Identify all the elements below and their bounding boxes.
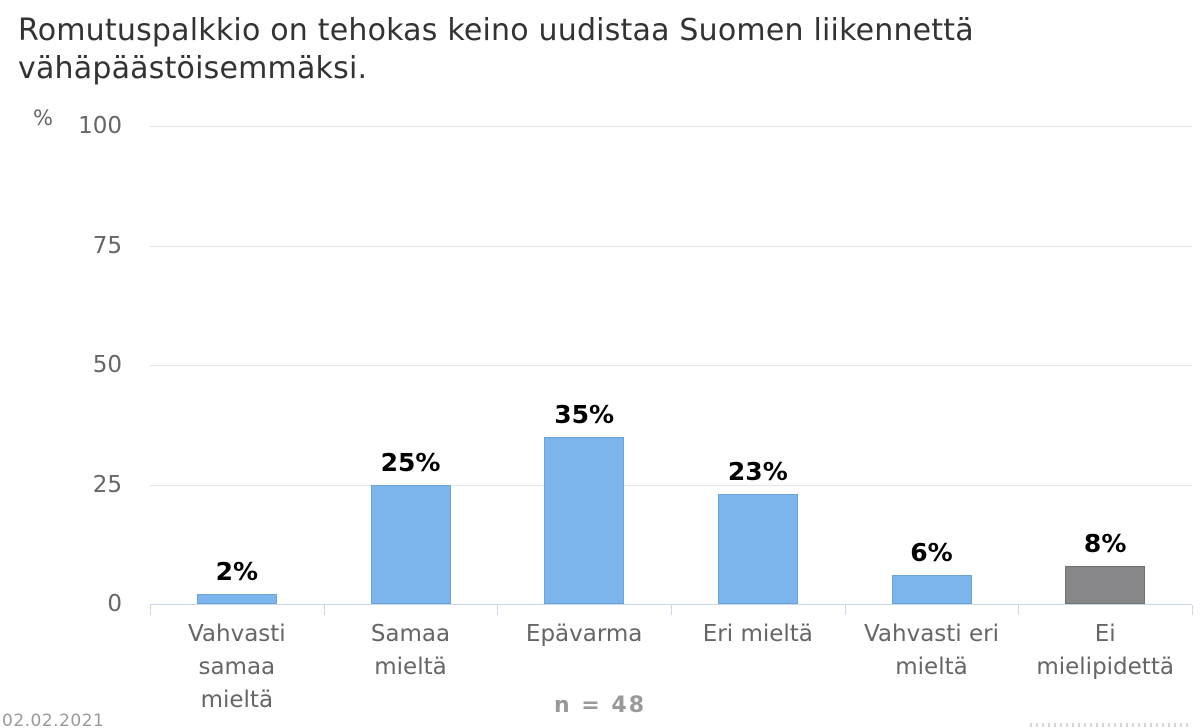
category-label-line: Vahvasti eri	[863, 621, 999, 647]
category-label-line: Vahvasti	[187, 621, 286, 647]
bar-1	[196, 594, 277, 604]
y-gridline	[150, 126, 1192, 127]
category-label: Vahvasti eri mieltä	[845, 618, 1019, 684]
bar-3	[544, 436, 625, 604]
bar-value-label: 6%	[910, 538, 953, 568]
y-axis-tick-label: 50	[92, 352, 122, 378]
bar-value-label: 25%	[380, 447, 441, 477]
bar-value-label: 2%	[215, 557, 259, 587]
x-axis-tick	[844, 605, 846, 615]
y-axis-tick-label: 25	[92, 471, 122, 498]
bar-value-label: 23%	[727, 457, 788, 487]
x-axis-tick	[323, 605, 325, 615]
x-axis-tick	[671, 605, 672, 615]
bar-4	[717, 494, 798, 604]
category-label-line: Samaa	[370, 621, 451, 647]
y-axis-tick-label: 75	[92, 232, 122, 259]
category-label: Eri mieltä	[671, 618, 845, 651]
y-gridline	[150, 245, 1192, 247]
bar-2	[370, 484, 451, 604]
clipped-footer-text	[1030, 723, 1190, 727]
category-label-line: Ei	[1094, 621, 1116, 647]
category-label: Samaa mieltä	[324, 618, 498, 684]
x-axis-line	[150, 604, 1192, 605]
category-label-line: Epävarma	[525, 621, 643, 647]
chart-title: Romutuspalkkio on tehokas keino uudistaa…	[18, 12, 1168, 88]
x-axis-tick	[1192, 605, 1193, 615]
y-gridline	[150, 365, 1192, 366]
category-label-line: samaa	[198, 654, 276, 680]
category-label-line: mieltä	[200, 687, 274, 713]
bar-5	[891, 575, 972, 604]
y-gridline	[150, 484, 1192, 486]
category-label-line: mielipidettä	[1036, 654, 1174, 680]
y-axis-tick-label: 100	[78, 113, 122, 139]
x-axis-tick	[1018, 605, 1020, 615]
category-label: Vahvasti samaa mieltä	[150, 618, 324, 717]
category-label-line: mieltä	[374, 654, 447, 680]
x-axis-tick	[497, 605, 499, 615]
category-label-line: Eri mieltä	[702, 621, 813, 647]
chart-title-line1: Romutuspalkkio on tehokas keino uudistaa…	[18, 13, 974, 48]
y-axis-tick-label: 0	[107, 591, 122, 617]
bar-6	[1065, 565, 1146, 604]
category-label: Ei mielipidettä	[1018, 618, 1192, 684]
category-label-line: mieltä	[895, 654, 968, 680]
x-axis-tick	[150, 605, 151, 615]
bar-value-label: 8%	[1083, 528, 1127, 558]
chart-title-line2: vähäpäästöisemmäksi.	[18, 51, 368, 86]
sample-size-note: n = 48	[553, 693, 647, 718]
footer-date: 02.02.2021	[2, 711, 105, 728]
category-label: Epävarma	[497, 618, 671, 651]
bar-value-label: 35%	[554, 399, 615, 429]
y-axis-unit-label: %	[33, 106, 53, 130]
